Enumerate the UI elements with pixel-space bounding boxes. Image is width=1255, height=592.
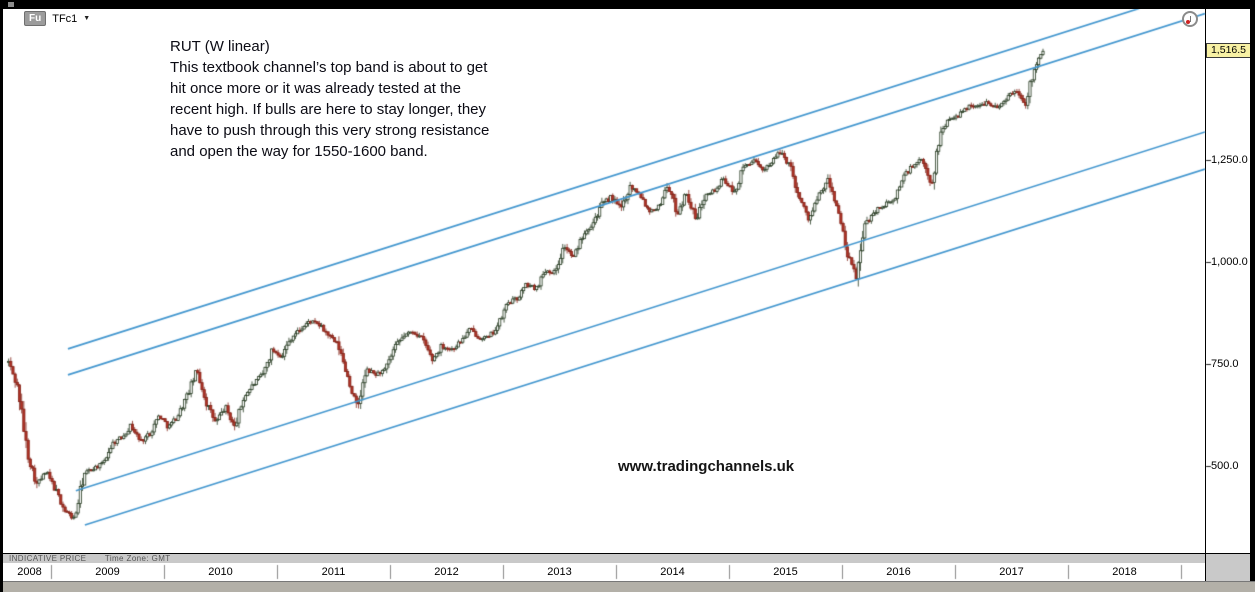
- year-axis-label: 2016: [886, 566, 911, 578]
- chart-annotation: RUT (W linear) This textbook channel’s t…: [170, 36, 489, 162]
- year-axis-label: 2017: [999, 566, 1024, 578]
- year-axis-label: 2015: [773, 566, 798, 578]
- year-axis-label: 2010: [208, 566, 233, 578]
- annotation-line: hit once more or it was already tested a…: [170, 80, 461, 97]
- window-bottom-chrome: [0, 581, 1255, 592]
- window-right-border: [1250, 0, 1255, 581]
- annotation-title: RUT (W linear): [170, 38, 270, 55]
- price-axis-label: 750.0: [1211, 358, 1239, 370]
- year-axis-label: 2014: [660, 566, 685, 578]
- window-top-bar: [0, 0, 1255, 9]
- instrument-type-badge: Fu: [24, 11, 47, 26]
- symbol-label[interactable]: TFc1: [52, 12, 78, 25]
- price-axis-label: 1,000.0: [1211, 256, 1248, 268]
- clock-icon[interactable]: [1182, 11, 1198, 27]
- window-left-border: [0, 9, 3, 592]
- symbol-dropdown-caret[interactable]: ▼: [83, 15, 91, 22]
- current-price-tag: 1,516.5: [1206, 43, 1251, 59]
- watermark: www.tradingchannels.uk: [618, 458, 795, 475]
- window-icon: [8, 2, 14, 7]
- clock-hand-icon: [1190, 16, 1191, 22]
- price-axis-label: 1,250.0: [1211, 154, 1248, 166]
- year-axis-label: 2009: [95, 566, 120, 578]
- annotation-line: have to push through this very strong re…: [170, 122, 490, 139]
- annotation-line: and open the way for 1550-1600 band.: [170, 143, 428, 160]
- year-axis-label: 2011: [321, 566, 346, 578]
- year-axis-label: 2013: [547, 566, 572, 578]
- annotation-line: This textbook channel’s top band is abou…: [170, 59, 488, 76]
- annotation-line: recent high. If bulls are here to stay l…: [170, 101, 487, 118]
- clock-red-dot-icon: [1186, 20, 1190, 24]
- year-axis-label: 2008: [17, 566, 42, 578]
- year-axis-label: 2018: [1112, 566, 1137, 578]
- price-axis-label: 500.0: [1211, 460, 1239, 472]
- annotation-body: This textbook channel’s top band is abou…: [170, 57, 489, 162]
- year-axis-label: 2012: [434, 566, 459, 578]
- symbol-chip: Fu TFc1 ▼: [24, 11, 90, 26]
